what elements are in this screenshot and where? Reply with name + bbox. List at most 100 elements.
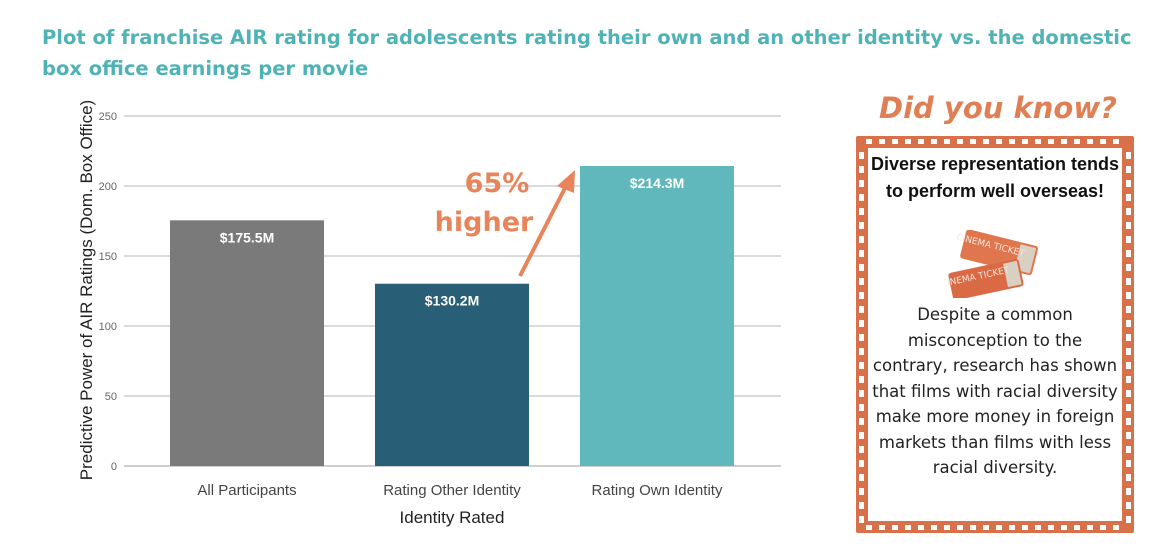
y-tick-label: 0 [111, 461, 117, 473]
frame-perforation [1061, 139, 1067, 144]
y-tick-label: 150 [99, 251, 117, 263]
frame-perforation [859, 222, 864, 229]
frame-perforation [918, 139, 924, 144]
frame-perforation [944, 139, 950, 144]
frame-perforation [879, 525, 885, 530]
bar [580, 165, 734, 467]
y-tick-label: 100 [99, 321, 117, 333]
frame-perforation [983, 525, 989, 530]
annotation-line-2: higher [435, 207, 534, 238]
frame-perforation [866, 139, 872, 144]
bar-data-label: $175.5M [220, 229, 274, 245]
frame-perforation [1126, 250, 1131, 257]
bar-data-labels: $175.5M $130.2M $214.3M [220, 175, 684, 309]
x-category-labels: All Participants Rating Other Identity Rat… [197, 482, 723, 499]
cinema-ticket-icon: CINEMA TICKET CINEMA TICKET [944, 230, 1038, 298]
bar [170, 220, 324, 466]
frame-perforation [1126, 362, 1131, 369]
did-you-know-headline: Diverse representation tends to perform … [870, 154, 1120, 201]
frame-perforation [859, 474, 864, 481]
frame-perforation [1126, 474, 1131, 481]
frame-perforation [859, 194, 864, 201]
frame-perforation [944, 525, 950, 530]
x-category-label: Rating Own Identity [592, 482, 723, 499]
frame-perforation [1126, 236, 1131, 243]
frame-perforation [859, 320, 864, 327]
frame-perforation [957, 525, 963, 530]
frame-perforation [1126, 502, 1131, 509]
bar-data-label: $130.2M [425, 293, 479, 309]
frame-perforation [859, 236, 864, 243]
frame-perforation [1126, 432, 1131, 439]
frame-perforation [905, 525, 911, 530]
frame-perforation [1126, 306, 1131, 313]
frame-perforation [1126, 446, 1131, 453]
frame-perforation [859, 362, 864, 369]
frame-perforation [996, 139, 1002, 144]
ticket-frame-inner [868, 148, 1122, 521]
frame-perforation [859, 488, 864, 495]
frame-perforation [859, 404, 864, 411]
frame-perforation [1113, 525, 1119, 530]
frame-perforation [1022, 139, 1028, 144]
y-tick-label: 50 [105, 391, 117, 403]
frame-perforation [1035, 525, 1041, 530]
frame-perforation [859, 516, 864, 523]
frame-perforation [1048, 139, 1054, 144]
page-title: Plot of franchise AIR rating for adolesc… [42, 26, 1132, 80]
annotation-arrow-shaft [518, 187, 567, 277]
bars [170, 165, 734, 467]
y-tick-label: 200 [99, 181, 117, 193]
frame-perforation [1126, 460, 1131, 467]
frame-perforation [1126, 194, 1131, 201]
frame-perforation [1126, 376, 1131, 383]
frame-perforation [1074, 139, 1080, 144]
frame-perforation [859, 166, 864, 173]
frame-perforation [1022, 525, 1028, 530]
frame-perforation [859, 278, 864, 285]
frame-perforation [1061, 525, 1067, 530]
did-you-know-title: Did you know? [879, 91, 1117, 125]
frame-perforation [1074, 525, 1080, 530]
frame-perforation [859, 180, 864, 187]
y-axis-title: Predictive Power of AIR Ratings (Dom. Bo… [77, 100, 96, 480]
frame-perforation [1126, 320, 1131, 327]
frame-perforation [918, 525, 924, 530]
x-category-label: Rating Other Identity [383, 482, 521, 499]
frame-perforation [931, 525, 937, 530]
frame-perforation [983, 139, 989, 144]
y-tick-labels: 0 50 100 150 200 250 [99, 111, 117, 473]
x-axis-title: Identity Rated [400, 508, 505, 527]
frame-perforation [859, 348, 864, 355]
bar [375, 283, 529, 466]
y-tick-label: 250 [99, 111, 117, 123]
frame-perforation [1126, 418, 1131, 425]
frame-perforation [859, 376, 864, 383]
frame-perforation [1126, 348, 1131, 355]
frame-perforation [859, 460, 864, 467]
frame-perforation [1100, 139, 1106, 144]
frame-perforation [859, 334, 864, 341]
frame-perforation [892, 525, 898, 530]
frame-perforation [859, 306, 864, 313]
frame-perforation [970, 525, 976, 530]
frame-perforation [1087, 139, 1093, 144]
frame-perforation [1048, 525, 1054, 530]
frame-perforation [859, 418, 864, 425]
frame-perforation [1126, 180, 1131, 187]
frame-perforation [866, 525, 872, 530]
frame-perforation [931, 139, 937, 144]
frame-perforation [905, 139, 911, 144]
frame-perforation [1126, 292, 1131, 299]
frame-perforation [1126, 264, 1131, 271]
frame-perforation [1126, 222, 1131, 229]
frame-perforation [859, 390, 864, 397]
frame-perforation [1126, 390, 1131, 397]
x-category-label: All Participants [197, 482, 296, 499]
frame-perforation [1087, 525, 1093, 530]
did-you-know-body: Despite a common misconception to the co… [872, 305, 1118, 477]
frame-perforation [1126, 334, 1131, 341]
frame-perforation [859, 264, 864, 271]
frame-perforation [957, 139, 963, 144]
bar-chart: 0 50 100 150 200 250 $175.5M $130.2M $214.3M Al… [77, 100, 781, 527]
